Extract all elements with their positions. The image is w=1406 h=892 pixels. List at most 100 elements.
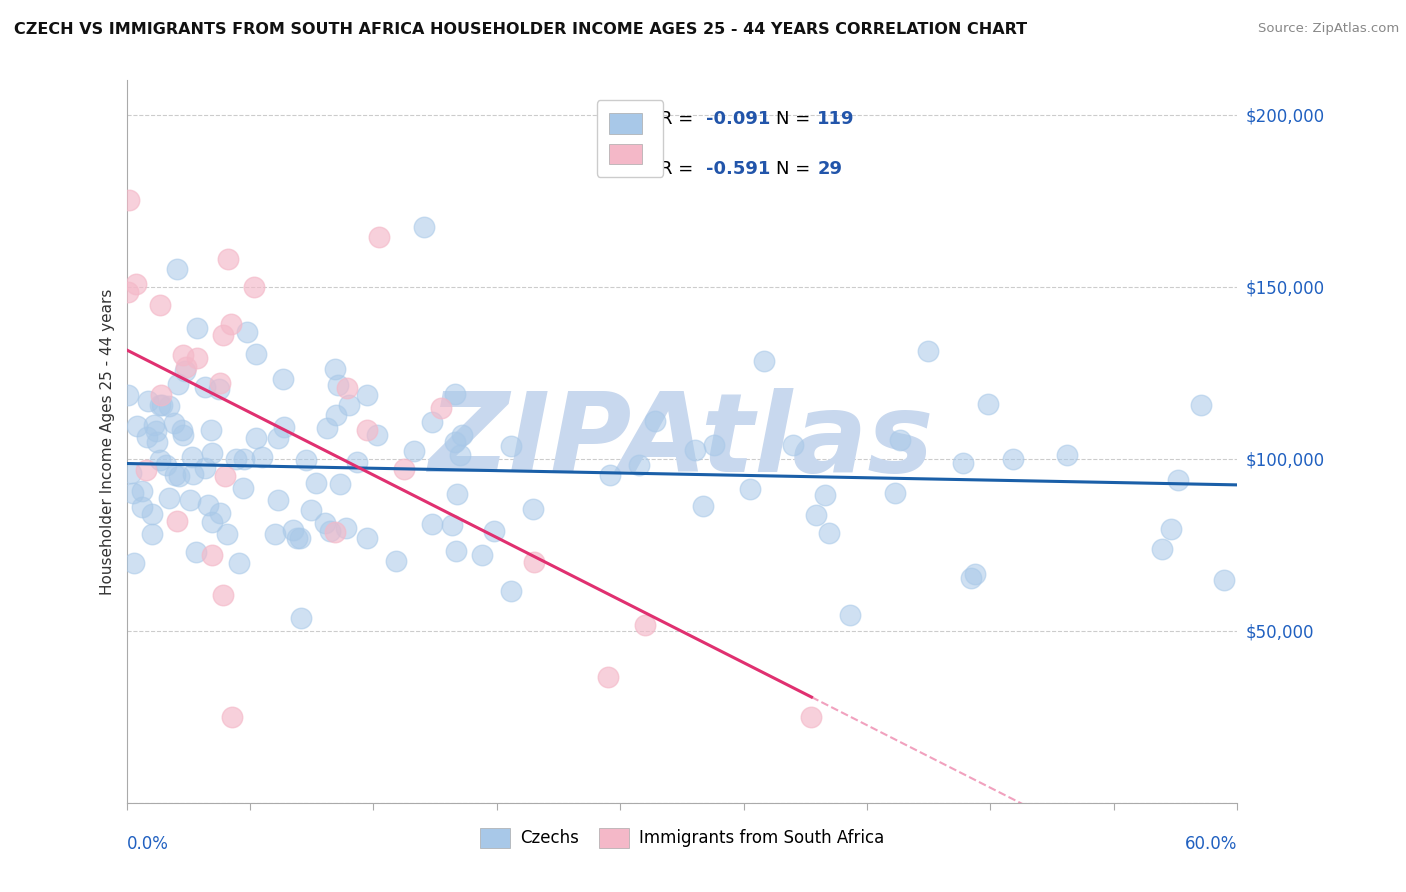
Point (449, 449, 471, 463)
Point (183, 467, 205, 482)
Point (217, 252, 239, 266)
Point (184, 545, 207, 559)
Text: -0.091: -0.091 (706, 110, 770, 128)
Point (1152, 541, 1174, 556)
Text: 60.0%: 60.0% (1185, 835, 1237, 854)
Point (288, 531, 311, 545)
Point (271, 372, 294, 386)
Legend: Czechs, Immigrants from South Africa: Czechs, Immigrants from South Africa (471, 820, 893, 856)
Point (125, 418, 148, 433)
Point (221, 317, 243, 331)
Point (141, 507, 163, 521)
Point (782, 438, 804, 452)
Text: N =: N = (776, 161, 817, 178)
Point (599, 467, 621, 482)
Point (146, 435, 169, 450)
Point (149, 298, 172, 312)
Point (1160, 522, 1182, 536)
Point (201, 548, 224, 562)
Point (740, 482, 762, 496)
Text: -0.591: -0.591 (706, 161, 770, 178)
Point (232, 451, 254, 466)
Point (186, 351, 208, 365)
Text: Source: ZipAtlas.com: Source: ZipAtlas.com (1258, 22, 1399, 36)
Point (197, 499, 219, 513)
Point (319, 524, 342, 539)
Point (141, 527, 163, 541)
Point (323, 524, 346, 539)
Point (314, 516, 336, 531)
Point (952, 456, 974, 470)
Point (976, 397, 998, 411)
Point (817, 526, 839, 541)
Point (136, 394, 159, 409)
Point (174, 359, 197, 374)
Point (1056, 448, 1078, 462)
Point (167, 469, 190, 483)
Point (118, 193, 141, 207)
Point (131, 500, 153, 514)
Point (346, 455, 368, 469)
Point (201, 515, 224, 529)
Text: 119: 119 (817, 110, 855, 128)
Point (193, 461, 215, 475)
Point (245, 347, 267, 361)
Point (326, 378, 349, 392)
Point (329, 476, 352, 491)
Point (150, 388, 173, 402)
Point (245, 431, 267, 445)
Point (336, 381, 359, 395)
Point (634, 617, 657, 632)
Point (917, 344, 939, 359)
Point (285, 531, 308, 545)
Text: ZIPAtlas: ZIPAtlas (429, 388, 935, 495)
Point (283, 523, 305, 537)
Point (214, 468, 236, 483)
Point (135, 429, 157, 443)
Point (1213, 574, 1236, 588)
Text: 0.0%: 0.0% (127, 835, 169, 854)
Point (754, 353, 776, 368)
Point (201, 446, 224, 460)
Point (232, 481, 254, 495)
Point (149, 398, 172, 412)
Point (211, 588, 233, 602)
Point (404, 443, 426, 458)
Point (179, 492, 201, 507)
Point (225, 452, 247, 467)
Point (501, 439, 523, 453)
Point (356, 531, 378, 545)
Point (889, 433, 911, 447)
Point (166, 261, 188, 276)
Text: R =: R = (659, 110, 699, 128)
Point (385, 554, 408, 568)
Point (163, 416, 186, 430)
Point (172, 348, 194, 362)
Point (250, 450, 273, 464)
Point (145, 424, 167, 438)
Point (122, 556, 145, 570)
Point (117, 388, 139, 402)
Point (242, 280, 264, 294)
Point (523, 555, 546, 569)
Point (800, 710, 823, 724)
Point (121, 486, 143, 500)
Point (444, 387, 467, 401)
Point (356, 388, 378, 402)
Point (295, 453, 318, 467)
Point (628, 458, 651, 473)
Point (420, 416, 443, 430)
Point (335, 521, 357, 535)
Point (200, 423, 222, 437)
Point (471, 548, 494, 562)
Point (325, 408, 347, 422)
Point (173, 364, 195, 378)
Point (482, 524, 505, 538)
Point (644, 414, 666, 428)
Point (236, 325, 259, 339)
Text: 29: 29 (817, 161, 842, 178)
Point (430, 401, 453, 415)
Point (299, 503, 322, 517)
Point (839, 607, 862, 622)
Point (263, 527, 285, 541)
